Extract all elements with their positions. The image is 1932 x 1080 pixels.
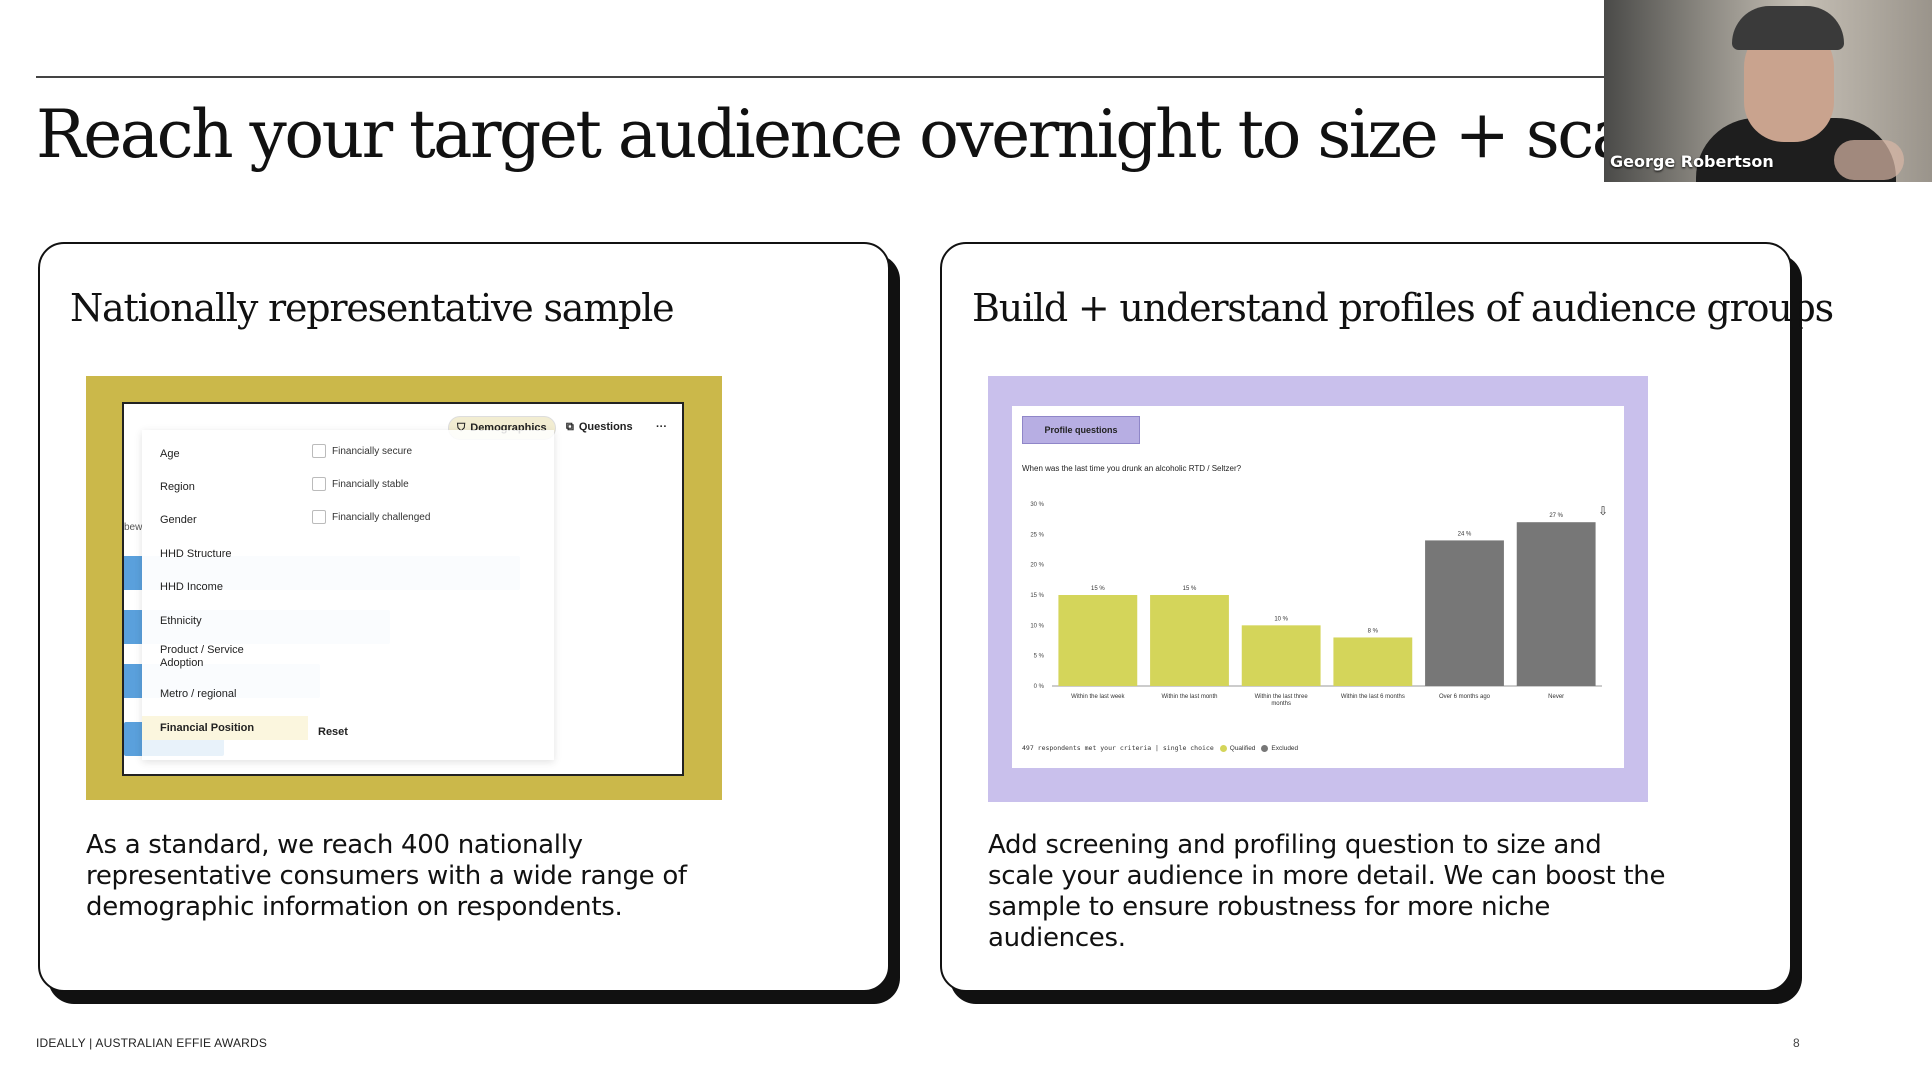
checkbox[interactable]	[312, 444, 326, 458]
option-label: Financially secure	[332, 445, 413, 457]
bar-value-label: 15 %	[1091, 586, 1105, 592]
option-label: Financially challenged	[332, 511, 431, 523]
bar	[1241, 625, 1321, 686]
excluded-swatch	[1261, 744, 1269, 752]
top-rule	[36, 76, 1606, 78]
bar	[1058, 595, 1138, 686]
legend-qualified-label: Qualified	[1229, 744, 1256, 752]
bar	[1425, 540, 1504, 686]
tab-profile-questions[interactable]: Profile questions	[1022, 416, 1140, 444]
chart-legend: 497 respondents met your criteria | sing…	[1022, 744, 1298, 752]
checkbox[interactable]	[312, 477, 326, 491]
card-heading: Build + understand profiles of audience …	[972, 286, 1834, 330]
y-tick-label: 0 %	[1034, 684, 1045, 690]
qualified-swatch	[1219, 744, 1227, 752]
category-label: Within the last week	[1071, 694, 1125, 700]
participant-name: George Robertson	[1610, 152, 1774, 171]
category-label: Within the last three months	[1255, 694, 1309, 707]
tab-questions-label: Questions	[578, 421, 633, 433]
option-financially-secure[interactable]: Financially secure	[312, 444, 412, 458]
page-number: 8	[1793, 1036, 1800, 1050]
option-financially-challenged[interactable]: Financially challenged	[312, 510, 430, 524]
bar-value-label: 27 %	[1549, 513, 1563, 519]
menu-item-financial-position[interactable]: Financial Position	[142, 716, 308, 740]
category-label: Within the last 6 months	[1341, 694, 1405, 700]
legend-note: 497 respondents met your criteria | sing…	[1022, 744, 1214, 752]
bar	[1333, 637, 1413, 686]
card-body: As a standard, we reach 400 nationally r…	[86, 830, 687, 922]
footer-brand: IDEALLY | AUSTRALIAN EFFIE AWARDS	[36, 1036, 268, 1050]
y-tick-label: 5 %	[1034, 654, 1045, 660]
y-tick-label: 20 %	[1030, 563, 1044, 569]
demographics-dropdown: Age Region Gender HHD Structure HHD Inco…	[142, 430, 554, 760]
demographics-window: bew ⛉ Demographics ⧉ Questions ··· Age	[122, 402, 684, 776]
copy-icon: ⧉	[566, 420, 574, 433]
reset-button[interactable]: Reset	[318, 726, 348, 738]
more-icon: ···	[656, 421, 667, 433]
participant-cap	[1732, 6, 1844, 50]
bar-value-label: 15 %	[1183, 586, 1197, 592]
bar	[1150, 595, 1229, 686]
y-tick-label: 15 %	[1030, 593, 1044, 599]
menu-item-region[interactable]: Region	[160, 481, 195, 493]
y-tick-label: 25 %	[1030, 532, 1044, 538]
menu-item-ethnicity[interactable]: Ethnicity	[160, 615, 202, 627]
category-label: Over 6 months ago	[1439, 694, 1491, 700]
menu-item-product-adoption[interactable]: Product / Service Adoption	[160, 644, 244, 669]
slide-title: Reach your target audience overnight to …	[36, 96, 1686, 173]
chart-window: Profile questions When was the last time…	[1012, 406, 1624, 768]
card-audience-profiles: Build + understand profiles of audience …	[940, 242, 1834, 992]
legend-excluded: Excluded	[1261, 744, 1299, 752]
menu-item-hhd-income[interactable]: HHD Income	[160, 581, 223, 593]
filter-icon: ⛉	[457, 421, 466, 434]
card-representative-sample: Nationally representative sample bew ⛉ D…	[38, 242, 890, 992]
category-label: Never	[1548, 694, 1564, 700]
checkbox[interactable]	[312, 510, 326, 524]
y-tick-label: 10 %	[1030, 623, 1044, 629]
menu-item-age[interactable]: Age	[160, 448, 180, 460]
menu-item-gender[interactable]: Gender	[160, 514, 197, 526]
legend-excluded-label: Excluded	[1271, 744, 1299, 752]
menu-item-metro-regional[interactable]: Metro / regional	[160, 688, 237, 700]
bar-chart: 0 % 5 % 10 % 15 % 20 % 25 % 30 % 15 % Within the…	[1030, 502, 1602, 707]
stray-text: bew	[124, 522, 143, 533]
demographics-screenshot: bew ⛉ Demographics ⧉ Questions ··· Age	[86, 376, 722, 800]
card-heading: Nationally representative sample	[70, 286, 675, 330]
menu-item-hhd-structure[interactable]: HHD Structure	[160, 548, 232, 560]
tab-questions[interactable]: ⧉ Questions	[558, 416, 641, 438]
background-bar-edge	[124, 664, 142, 698]
download-icon[interactable]: ⇩	[1598, 504, 1609, 518]
background-bar-edge	[124, 556, 142, 590]
bar-value-label: 10 %	[1274, 616, 1288, 622]
option-label: Financially stable	[332, 478, 409, 490]
webcam-tile[interactable]: George Robertson	[1604, 0, 1932, 182]
category-label: Within the last month	[1161, 694, 1217, 700]
chart-question: When was the last time you drunk an alco…	[1022, 464, 1242, 473]
bar	[1516, 522, 1596, 686]
card-body: Add screening and profiling question to …	[988, 830, 1666, 953]
background-bar-edge	[124, 610, 142, 644]
legend-qualified: Qualified	[1219, 744, 1256, 752]
profile-chart-screenshot: Profile questions When was the last time…	[988, 376, 1648, 802]
participant-hand	[1834, 140, 1904, 180]
bar-value-label: 24 %	[1458, 531, 1472, 537]
option-financially-stable[interactable]: Financially stable	[312, 477, 409, 491]
more-button[interactable]: ···	[648, 416, 675, 438]
bar-value-label: 8 %	[1368, 628, 1379, 634]
y-tick-label: 30 %	[1030, 502, 1044, 508]
